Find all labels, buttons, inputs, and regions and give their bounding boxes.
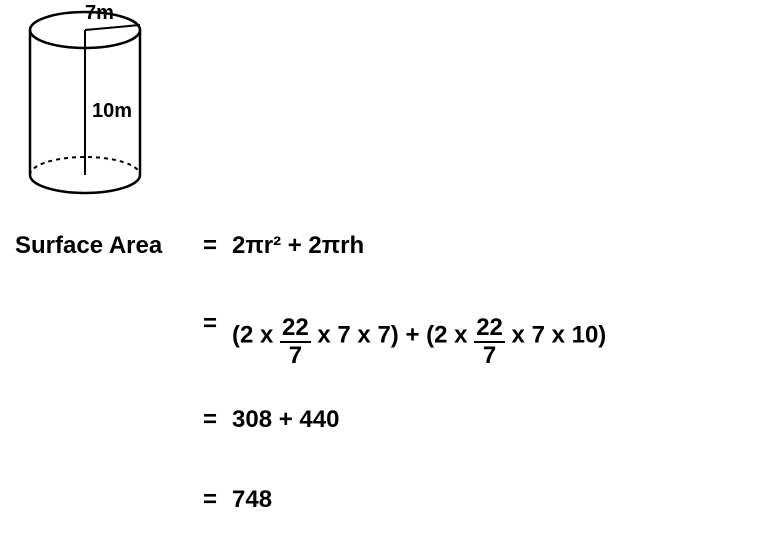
line3-rhs: 308 + 440	[232, 406, 339, 434]
line2-plus: +	[399, 321, 426, 348]
line2-frac1: 227	[280, 316, 311, 368]
line1-rhs: 2πr² + 2πrh	[232, 232, 364, 260]
line2-open2: (2 x	[426, 321, 474, 348]
line2-frac1-num: 22	[280, 316, 311, 343]
line3-eq: =	[203, 406, 217, 434]
line2-frac2: 227	[474, 316, 505, 368]
line4-rhs: 748	[232, 486, 272, 514]
cylinder-svg	[15, 5, 155, 205]
line2-frac2-den: 7	[474, 343, 505, 368]
line2-expression: (2 x 227 x 7 x 7) + (2 x 227 x 7 x 10)	[232, 310, 606, 362]
line2-mid1: x 7 x 7)	[311, 321, 399, 348]
cylinder-diagram	[15, 5, 155, 210]
line2-eq: =	[203, 310, 217, 338]
surface-area-label: Surface Area	[15, 232, 162, 260]
line2-frac1-den: 7	[280, 343, 311, 368]
line2-mid2: x 7 x 10)	[505, 321, 606, 348]
line1-eq: =	[203, 232, 217, 260]
height-label: 10m	[92, 100, 132, 123]
line2-frac2-num: 22	[474, 316, 505, 343]
radius-label: 7m	[85, 2, 114, 25]
line4-eq: =	[203, 486, 217, 514]
line2-open1: (2 x	[232, 321, 280, 348]
